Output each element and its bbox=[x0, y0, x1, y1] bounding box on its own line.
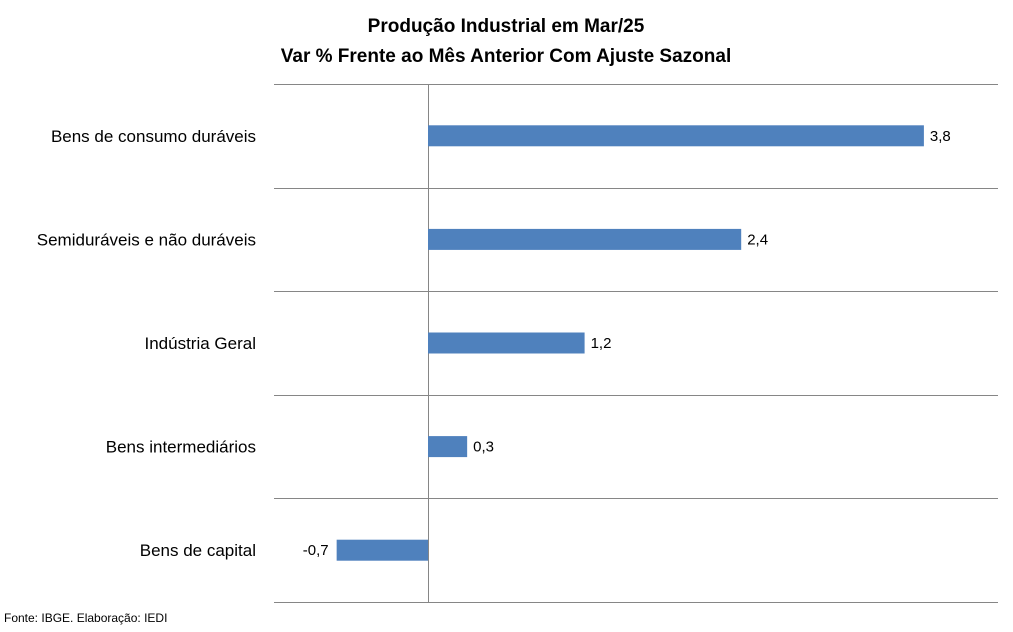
value-label: 1,2 bbox=[591, 335, 612, 352]
chart-subtitle: Var % Frente ao Mês Anterior Com Ajuste … bbox=[281, 46, 731, 67]
value-label: 0,3 bbox=[473, 439, 494, 456]
value-label: 3,8 bbox=[930, 128, 951, 145]
category-label: Semiduráveis e não duráveis bbox=[37, 230, 256, 249]
value-label: -0,7 bbox=[303, 542, 329, 559]
source-note: Fonte: IBGE. Elaboração: IEDI bbox=[4, 611, 167, 625]
value-label: 2,4 bbox=[747, 231, 768, 248]
labels: Bens de consumo duráveis 3,8 Semiduráveis … bbox=[37, 127, 951, 560]
category-label: Bens de consumo duráveis bbox=[51, 127, 256, 146]
category-label: Bens de capital bbox=[140, 541, 256, 560]
category-label: Bens intermediários bbox=[106, 438, 256, 457]
bars bbox=[336, 125, 924, 561]
bar-4 bbox=[428, 436, 468, 458]
bar-5 bbox=[336, 539, 428, 561]
bar-2 bbox=[428, 228, 742, 250]
bar-1 bbox=[428, 125, 924, 147]
grid bbox=[274, 84, 998, 603]
bar-3 bbox=[428, 332, 585, 354]
category-label: Indústria Geral bbox=[145, 334, 257, 353]
chart-title: Produção Industrial em Mar/25 bbox=[368, 16, 645, 37]
